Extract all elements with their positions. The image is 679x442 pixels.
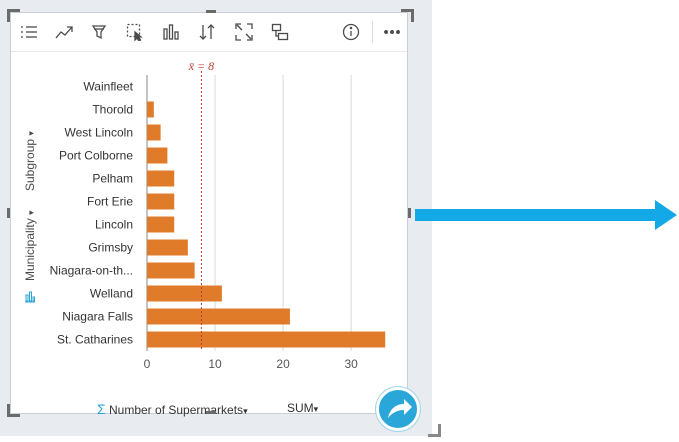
- aggregation-caret-icon: ▾: [313, 404, 319, 414]
- bar: [147, 262, 195, 279]
- category-label: Niagara Falls: [62, 310, 133, 324]
- bar: [147, 101, 154, 118]
- category-label: Pelham: [92, 172, 133, 186]
- bar: [147, 308, 290, 325]
- flip-card-icon[interactable]: [270, 22, 290, 42]
- select-icon[interactable]: [125, 22, 145, 42]
- trend-icon[interactable]: [54, 22, 74, 42]
- filter-icon[interactable]: [89, 22, 109, 42]
- canvas-corner-mark: [428, 424, 441, 437]
- bar: [147, 147, 168, 164]
- resize-handle-right[interactable]: [408, 208, 411, 218]
- aggregation-label: SUM: [287, 401, 314, 415]
- bar: [147, 193, 175, 210]
- aggregation-dropdown[interactable]: SUM▾: [287, 401, 318, 415]
- x-tick-label: 10: [208, 357, 222, 371]
- category-label: Lincoln: [95, 218, 133, 232]
- resize-handle-top[interactable]: [206, 10, 216, 13]
- legend-list-icon[interactable]: [19, 22, 39, 42]
- resize-corner-top-right[interactable]: [401, 9, 414, 22]
- info-icon[interactable]: [341, 22, 361, 42]
- category-label: Grimsby: [88, 241, 133, 255]
- toolbar-separator: [372, 21, 373, 43]
- sort-icon[interactable]: [197, 22, 217, 42]
- resize-corner-bottom-left[interactable]: [7, 404, 20, 417]
- mean-label: x̄ = 8: [188, 59, 214, 73]
- resize-handle-left[interactable]: [7, 208, 10, 218]
- category-label: Welland: [90, 287, 133, 301]
- maximize-icon[interactable]: [234, 22, 254, 42]
- category-label: Thorold: [92, 103, 133, 117]
- more-icon[interactable]: [382, 22, 402, 42]
- sigma-icon: Σ: [97, 401, 106, 417]
- bar: [147, 216, 175, 233]
- share-arrow-icon: [388, 399, 412, 418]
- create-new-card-button[interactable]: [376, 387, 420, 431]
- bar: [147, 285, 222, 302]
- category-label: Port Colborne: [59, 149, 133, 163]
- card-toolbar: [11, 13, 407, 52]
- bar: [147, 170, 175, 187]
- flow-arrow-icon: [415, 200, 677, 230]
- category-label: Niagara-on-th...: [50, 264, 133, 278]
- bar-field-icon: [24, 289, 36, 308]
- x-tick-label: 20: [276, 357, 290, 371]
- resize-corner-top-left[interactable]: [7, 9, 20, 22]
- x-tick-label: 30: [344, 357, 358, 371]
- bar: [147, 124, 161, 141]
- bar: [147, 239, 188, 256]
- bar-chart-type-icon[interactable]: [161, 22, 181, 42]
- category-label: West Lincoln: [65, 126, 133, 140]
- resize-handle-bottom[interactable]: [206, 411, 216, 414]
- category-label: Wainfleet: [83, 80, 133, 94]
- bar: [147, 331, 386, 348]
- category-label: St. Catharines: [57, 333, 133, 347]
- x-tick-label: 0: [144, 357, 151, 371]
- x-field-caret-icon: ▾: [243, 406, 248, 416]
- category-label: Fort Erie: [87, 195, 133, 209]
